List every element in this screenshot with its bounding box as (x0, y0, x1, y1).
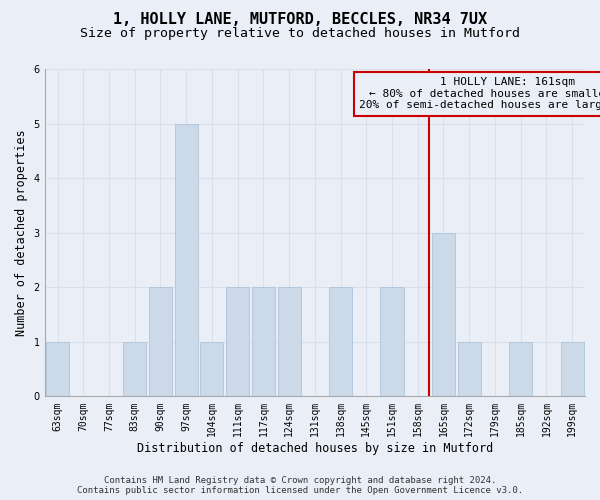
Bar (252, 287, 275, 397)
Text: 1, HOLLY LANE, MUTFORD, BECCLES, NR34 7UX: 1, HOLLY LANE, MUTFORD, BECCLES, NR34 7U… (113, 12, 487, 28)
Text: Contains HM Land Registry data © Crown copyright and database right 2024.
Contai: Contains HM Land Registry data © Crown c… (77, 476, 523, 495)
Bar (226, 287, 249, 397)
Bar (432, 232, 455, 396)
Bar (200, 342, 223, 396)
Bar (46, 342, 69, 396)
Text: 1 HOLLY LANE: 161sqm
← 80% of detached houses are smaller (24)
20% of semi-detac: 1 HOLLY LANE: 161sqm ← 80% of detached h… (359, 77, 600, 110)
Y-axis label: Number of detached properties: Number of detached properties (15, 130, 28, 336)
Bar (329, 287, 352, 397)
Bar (380, 287, 404, 397)
Bar (175, 124, 198, 396)
Bar (123, 342, 146, 396)
X-axis label: Distribution of detached houses by size in Mutford: Distribution of detached houses by size … (137, 442, 493, 455)
Bar (458, 342, 481, 396)
Bar (509, 342, 532, 396)
Text: Size of property relative to detached houses in Mutford: Size of property relative to detached ho… (80, 28, 520, 40)
Bar (278, 287, 301, 397)
Bar (149, 287, 172, 397)
Bar (560, 342, 584, 396)
